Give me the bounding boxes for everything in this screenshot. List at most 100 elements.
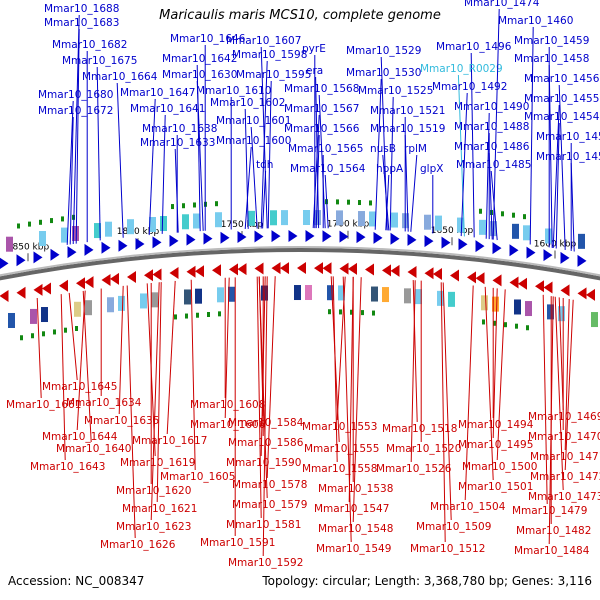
forward-gene-arrow [16, 254, 26, 267]
function-box-reverse [492, 296, 499, 312]
function-box-reverse [195, 288, 202, 304]
reverse-gene-label: Mmar10_1509 [416, 521, 491, 533]
forward-leader-line [570, 162, 575, 252]
forward-leader-line [552, 104, 560, 249]
forward-gene-arrow [50, 248, 60, 261]
reverse-gene-arrow [0, 289, 9, 302]
forward-leader-line [196, 80, 204, 231]
reverse-gene-arrow [467, 271, 476, 284]
forward-gene-label: Mmar10_1458 [514, 53, 589, 65]
function-box-forward [391, 212, 398, 228]
forward-gene-arrow [543, 249, 553, 262]
forward-leader-line [374, 78, 382, 230]
reverse-gene-label: Mmar10_1606 [190, 419, 266, 431]
reverse-gene-label: Mmar10_1578 [232, 479, 307, 491]
forward-gene-arrow [390, 232, 400, 245]
marker-reverse [207, 311, 210, 317]
reverse-leader-line [332, 276, 338, 463]
forward-gene-label: Mmar10_1454 [524, 111, 600, 123]
reverse-gene-label: Mmar10_1661 [6, 399, 81, 411]
forward-gene-label: Mmar10_1460 [498, 15, 573, 27]
reverse-gene-label: Mmar10_1621 [122, 503, 197, 515]
forward-gene-arrow [101, 241, 111, 254]
forward-gene-arrow [305, 230, 315, 243]
function-box-forward [270, 210, 277, 226]
marker-reverse [75, 325, 78, 331]
reverse-gene-label: Mmar10_1584 [228, 417, 304, 429]
function-box-forward [149, 217, 156, 233]
forward-gene-label: tdh [256, 159, 273, 171]
reverse-leader-line [82, 290, 92, 443]
reverse-leader-line [542, 294, 548, 505]
reverse-gene-arrow [348, 262, 357, 275]
reverse-gene-arrow [271, 262, 281, 275]
forward-gene-label: Mmar10_1452 [536, 151, 600, 163]
forward-gene-arrow [237, 231, 247, 244]
forward-gene-label: pyrE [302, 43, 326, 55]
reverse-gene-arrow [518, 277, 527, 290]
reverse-gene-label: Mmar10_1623 [116, 521, 191, 533]
forward-gene-arrow [492, 242, 502, 255]
reverse-gene-label: Mmar10_1526 [376, 463, 452, 475]
forward-leader-line [174, 148, 179, 233]
reverse-gene-label: Mmar10_1590 [226, 457, 301, 469]
reverse-gene-arrow [195, 265, 204, 278]
reverse-leader-line [258, 276, 268, 499]
marker-reverse [504, 322, 507, 328]
function-box-forward [512, 223, 519, 239]
reverse-gene-arrow [237, 263, 247, 276]
marker-reverse [372, 310, 375, 316]
forward-gene-label: hppA [376, 163, 404, 175]
reverse-leader-line [492, 288, 498, 439]
function-box-forward [479, 219, 486, 235]
function-box-reverse [525, 301, 532, 317]
reverse-gene-arrow [560, 284, 570, 297]
backbone-arc [0, 248, 600, 281]
reverse-gene-arrow [450, 269, 459, 282]
reverse-gene-label: Mmar10_1558 [302, 463, 377, 475]
marker-forward [215, 201, 218, 207]
reverse-leader-line [564, 299, 570, 451]
forward-leader-line [244, 108, 249, 229]
function-box-reverse [118, 295, 125, 311]
function-box-reverse [514, 299, 521, 315]
marker-reverse [328, 309, 331, 315]
reverse-leader-line [150, 282, 160, 521]
function-box-forward [61, 227, 68, 243]
reverse-gene-label: Mmar10_1555 [304, 443, 379, 455]
reverse-leader-line [156, 282, 162, 503]
reverse-leader-line [496, 289, 506, 461]
forward-gene-label: Mmar10_1675 [62, 55, 137, 67]
scale-tick-label: 1850 kbp [7, 242, 50, 252]
forward-leader-line [244, 146, 252, 229]
forward-gene-label: Mmar10_1598 [232, 49, 307, 61]
forward-leader-line [161, 114, 166, 234]
forward-gene-arrow [254, 230, 264, 243]
forward-leader-line [470, 52, 475, 238]
reverse-leader-line [36, 297, 42, 399]
forward-leader-line [410, 154, 418, 232]
reverse-gene-arrow [509, 276, 519, 289]
forward-gene-arrow [152, 236, 162, 249]
marker-reverse [339, 309, 342, 315]
function-box-reverse [327, 285, 334, 301]
function-box-forward [182, 214, 189, 230]
reverse-gene-label: Mmar10_1494 [458, 419, 534, 431]
function-box-reverse [481, 295, 488, 311]
reverse-gene-label: Mmar10_1620 [116, 485, 191, 497]
forward-gene-arrow [526, 246, 536, 259]
reverse-gene-label: Mmar10_1626 [100, 539, 176, 551]
function-box-reverse [8, 312, 15, 328]
reverse-leader-line [440, 282, 446, 543]
marker-forward [193, 202, 196, 208]
marker-reverse [361, 310, 364, 316]
forward-leader-line [66, 100, 74, 245]
forward-gene-arrow [67, 246, 77, 259]
marker-forward [358, 200, 361, 206]
forward-gene-arrow [577, 254, 587, 267]
function-box-forward [248, 210, 255, 226]
forward-gene-label: Mmar10_1683 [44, 17, 119, 29]
forward-gene-label: Mmar10_1496 [436, 41, 512, 53]
forward-gene-label: rplM [404, 143, 427, 155]
